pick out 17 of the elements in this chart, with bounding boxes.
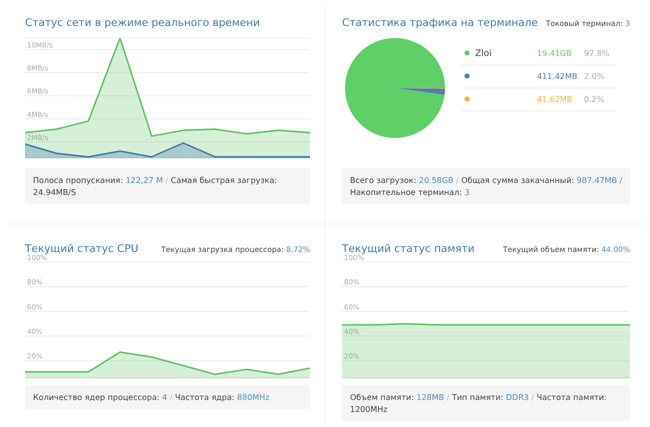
chart-title: Статус сети в режиме реального времени [25,17,260,29]
text: 19.41GB [537,49,572,58]
text: Полоса пропускания: 122,27 M / Самая быстрая загрузка: 24.94MB/S [33,176,278,197]
chart-title: Текущий статус памяти [341,243,475,255]
legend-label: Zloi [475,49,492,59]
text: 0.2% [584,95,605,104]
text: Всего загрузок: 20.58GB / Общая сумма закачанный: 987.47MB / Накопительное терминал: 3 [350,176,622,197]
text: 97.8% [584,49,610,58]
text: 41.62MB [537,95,572,104]
chart-title: Статистика трафика на терминале [342,17,538,29]
text: Объем памяти: 128MB / Тип памяти: DDR3 / Частота памяти: 1200MHz [350,393,607,414]
text: 411.42MB [537,72,578,81]
pie-slice [345,38,445,138]
text: Количество ядер процессора: 4 / Частота ядра: 880MHz [33,393,270,402]
chart-title: Текущий статус CPU [24,243,138,255]
pie-slice [395,88,445,95]
text: 2.0% [584,72,605,81]
